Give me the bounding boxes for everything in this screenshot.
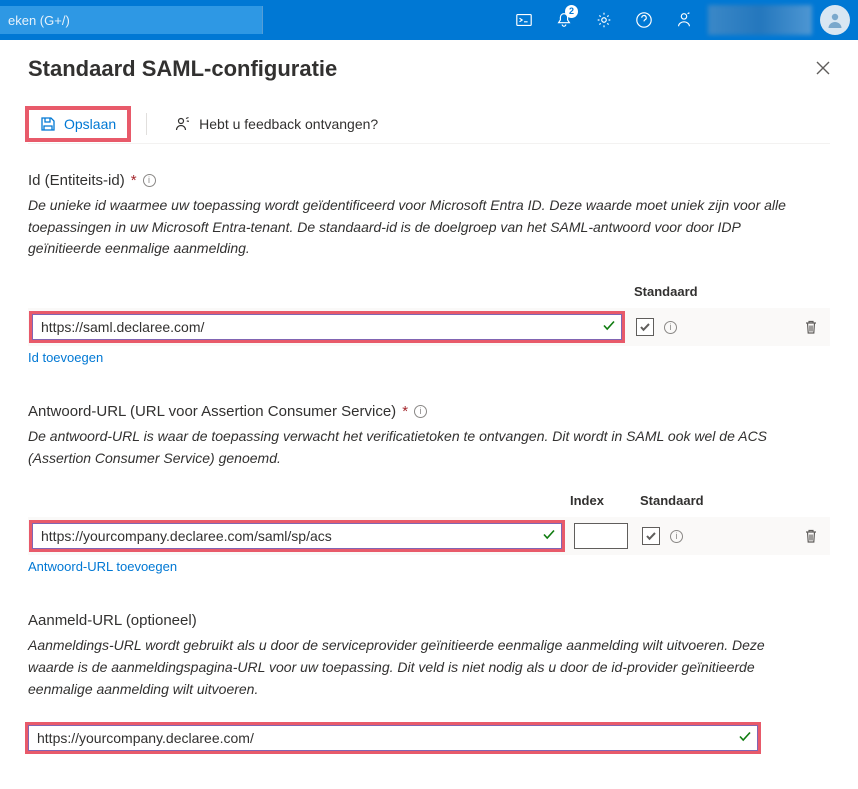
signon-url-description: Aanmeldings-URL wordt gebruikt als u doo… (28, 635, 808, 700)
toolbar-separator (146, 113, 147, 135)
entity-id-default-checkbox[interactable] (636, 318, 654, 336)
save-button-label: Opslaan (64, 116, 116, 132)
notifications-icon[interactable]: 2 (544, 0, 584, 40)
column-header-standard: Standaard (638, 493, 706, 508)
reply-url-default-checkbox[interactable] (642, 527, 660, 545)
feedback-button-label: Hebt u feedback ontvangen? (199, 116, 378, 132)
reply-url-index-input[interactable] (574, 523, 628, 549)
top-bar-actions: 2 (504, 0, 704, 40)
close-button[interactable] (816, 61, 830, 78)
tenant-name[interactable] (708, 5, 812, 35)
panel-toolbar: Opslaan Hebt u feedback ontvangen? (28, 104, 830, 144)
reply-url-input[interactable] (32, 523, 562, 549)
panel-title: Standaard SAML-configuratie (28, 56, 337, 82)
save-button[interactable]: Opslaan (28, 109, 128, 139)
entity-id-description: De unieke id waarmee uw toepassing wordt… (28, 195, 808, 260)
delete-entity-id-button[interactable] (796, 314, 826, 340)
entity-id-label: Id (Entiteits-id) * i (28, 172, 830, 189)
column-header-standard: Standaard (632, 284, 700, 299)
help-icon[interactable] (624, 0, 664, 40)
cloud-shell-icon[interactable] (504, 0, 544, 40)
entity-id-row: i (28, 308, 830, 346)
feedback-button[interactable]: Hebt u feedback ontvangen? (165, 109, 388, 139)
reply-url-label: Antwoord-URL (URL voor Assertion Consume… (28, 403, 830, 420)
signon-url-row (28, 719, 830, 757)
signon-url-label: Aanmeld-URL (optioneel) (28, 612, 830, 629)
entity-id-input[interactable] (32, 314, 622, 340)
add-reply-url-link[interactable]: Antwoord-URL toevoegen (28, 559, 177, 574)
notification-badge: 2 (565, 5, 578, 18)
info-icon[interactable]: i (414, 405, 427, 418)
reply-url-row: i (28, 517, 830, 555)
section-reply-url: Antwoord-URL (URL voor Assertion Consume… (28, 403, 830, 574)
reply-url-description: De antwoord-URL is waar de toepassing ve… (28, 426, 808, 469)
feedback-icon[interactable] (664, 0, 704, 40)
search-input[interactable]: eken (G+/) (0, 6, 263, 34)
info-icon[interactable]: i (143, 174, 156, 187)
info-icon[interactable]: i (664, 321, 677, 334)
section-entity-id: Id (Entiteits-id) * i De unieke id waarm… (28, 172, 830, 365)
signon-url-input[interactable] (28, 725, 758, 751)
info-icon[interactable]: i (670, 530, 683, 543)
settings-icon[interactable] (584, 0, 624, 40)
save-icon (40, 116, 56, 132)
add-entity-id-link[interactable]: Id toevoegen (28, 350, 103, 365)
saml-config-panel: Standaard SAML-configuratie Opslaan Hebt… (0, 40, 858, 789)
person-feedback-icon (175, 116, 191, 132)
azure-top-bar: eken (G+/) 2 (0, 0, 858, 40)
required-indicator: * (131, 172, 137, 189)
column-header-index: Index (570, 493, 624, 508)
avatar[interactable] (820, 5, 850, 35)
delete-reply-url-button[interactable] (796, 523, 826, 549)
required-indicator: * (402, 403, 408, 420)
section-signon-url: Aanmeld-URL (optioneel) Aanmeldings-URL … (28, 612, 830, 756)
